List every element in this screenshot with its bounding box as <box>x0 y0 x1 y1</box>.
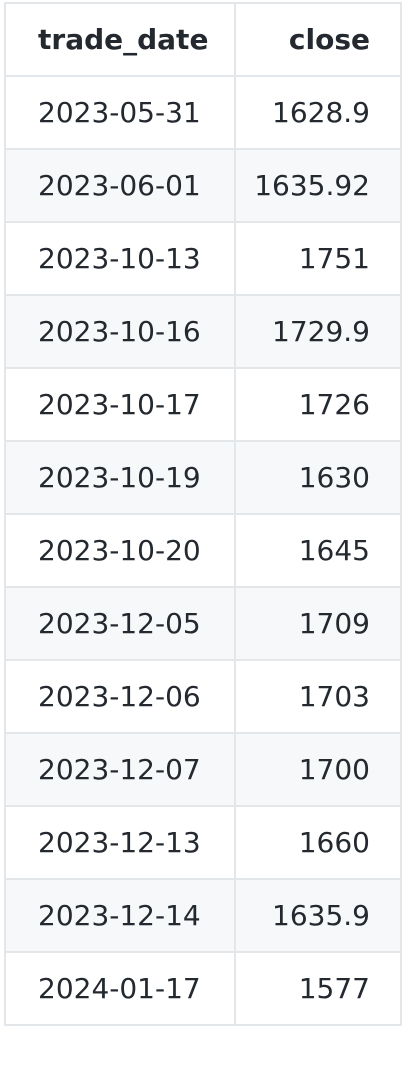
trade-date-cell: 2023-12-14 <box>4 878 236 953</box>
table-row: 2023-05-31 1628.9 <box>4 75 402 150</box>
table-row: 2023-10-19 1630 <box>4 440 402 515</box>
close-cell: 1709 <box>234 586 402 661</box>
data-table: trade_date close 2023-05-31 1628.9 2023-… <box>4 2 402 1026</box>
close-cell: 1703 <box>234 659 402 734</box>
close-cell: 1700 <box>234 732 402 807</box>
trade-date-cell: 2023-12-13 <box>4 805 236 880</box>
trade-date-cell: 2023-12-05 <box>4 586 236 661</box>
trade-date-cell: 2023-05-31 <box>4 75 236 150</box>
table-header: trade_date close <box>4 2 402 77</box>
close-cell: 1577 <box>234 951 402 1026</box>
table-row: 2024-01-17 1577 <box>4 951 402 1026</box>
trade-date-cell: 2023-10-20 <box>4 513 236 588</box>
trade-date-cell: 2023-10-17 <box>4 367 236 442</box>
table-row: 2023-12-14 1635.9 <box>4 878 402 953</box>
close-cell: 1726 <box>234 367 402 442</box>
trade-date-cell: 2023-12-07 <box>4 732 236 807</box>
trade-date-cell: 2023-10-19 <box>4 440 236 515</box>
trade-date-cell: 2023-06-01 <box>4 148 236 223</box>
close-cell: 1628.9 <box>234 75 402 150</box>
table-row: 2023-12-06 1703 <box>4 659 402 734</box>
column-header-trade-date[interactable]: trade_date <box>4 2 236 77</box>
table-row: 2023-10-20 1645 <box>4 513 402 588</box>
close-cell: 1645 <box>234 513 402 588</box>
close-cell: 1635.92 <box>234 148 402 223</box>
close-cell: 1630 <box>234 440 402 515</box>
table-body: 2023-05-31 1628.9 2023-06-01 1635.92 202… <box>4 75 402 1026</box>
close-cell: 1635.9 <box>234 878 402 953</box>
table-row: 2023-10-13 1751 <box>4 221 402 296</box>
table-row: 2023-10-16 1729.9 <box>4 294 402 369</box>
close-cell: 1751 <box>234 221 402 296</box>
trade-date-cell: 2023-10-13 <box>4 221 236 296</box>
header-row: trade_date close <box>4 2 402 77</box>
trade-date-cell: 2023-12-06 <box>4 659 236 734</box>
close-cell: 1660 <box>234 805 402 880</box>
table-row: 2023-12-07 1700 <box>4 732 402 807</box>
data-table-container: trade_date close 2023-05-31 1628.9 2023-… <box>4 2 402 1026</box>
table-row: 2023-06-01 1635.92 <box>4 148 402 223</box>
close-cell: 1729.9 <box>234 294 402 369</box>
table-row: 2023-12-13 1660 <box>4 805 402 880</box>
column-header-close[interactable]: close <box>234 2 402 77</box>
trade-date-cell: 2024-01-17 <box>4 951 236 1026</box>
table-row: 2023-12-05 1709 <box>4 586 402 661</box>
trade-date-cell: 2023-10-16 <box>4 294 236 369</box>
table-row: 2023-10-17 1726 <box>4 367 402 442</box>
